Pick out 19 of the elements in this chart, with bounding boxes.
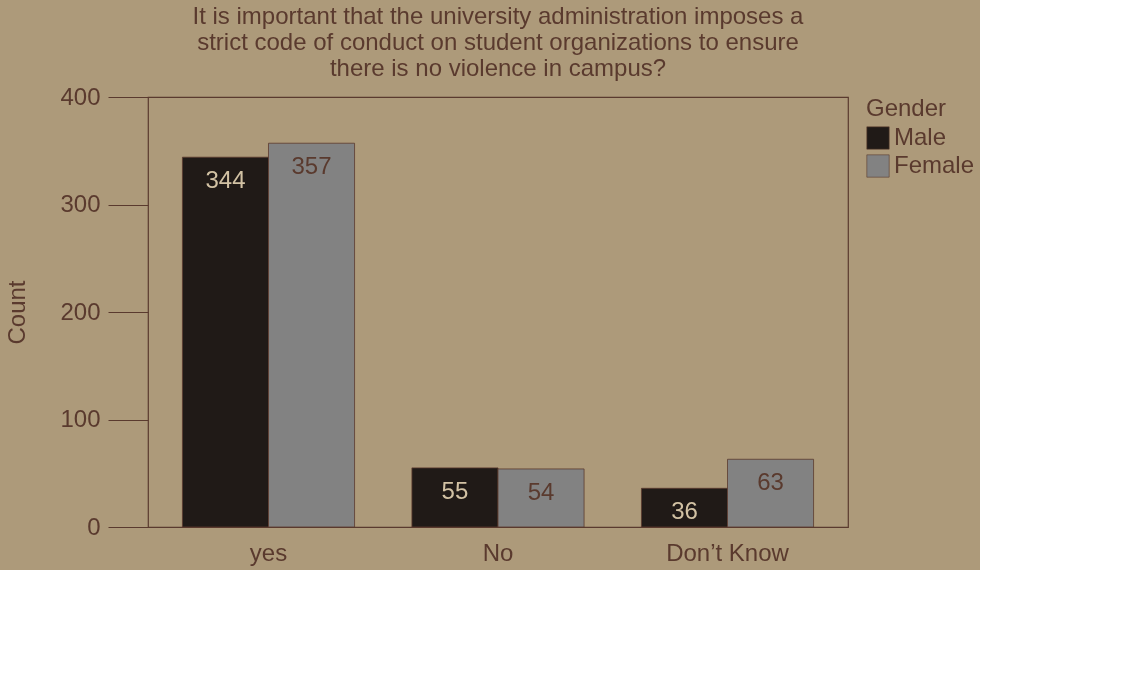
y-tick-label: 300 — [60, 190, 101, 217]
data-label: 55 — [441, 476, 469, 504]
y-tick-label: 200 — [60, 297, 101, 325]
x-tick-label: Don’t Know — [666, 538, 790, 566]
y-tick-label: 400 — [60, 82, 101, 110]
data-label: 357 — [291, 152, 332, 180]
x-tick-label: yes — [249, 538, 288, 566]
legend-title: Gender — [866, 94, 947, 121]
data-label: 36 — [671, 497, 698, 525]
data-label: 63 — [757, 468, 784, 496]
data-label: 54 — [527, 477, 555, 505]
y-tick-label: 100 — [60, 405, 101, 432]
legend-label: Female — [894, 151, 975, 178]
y-axis-title: Count — [3, 280, 31, 345]
legend-label: Male — [894, 123, 947, 150]
data-label: 344 — [205, 166, 246, 194]
x-tick-label: No — [482, 538, 514, 566]
y-tick-label: 0 — [87, 512, 101, 540]
chart-title: It is important that the university administration imposes a strict code of conduct on student organizations to ensure there is no violence in campus? — [192, 2, 805, 81]
